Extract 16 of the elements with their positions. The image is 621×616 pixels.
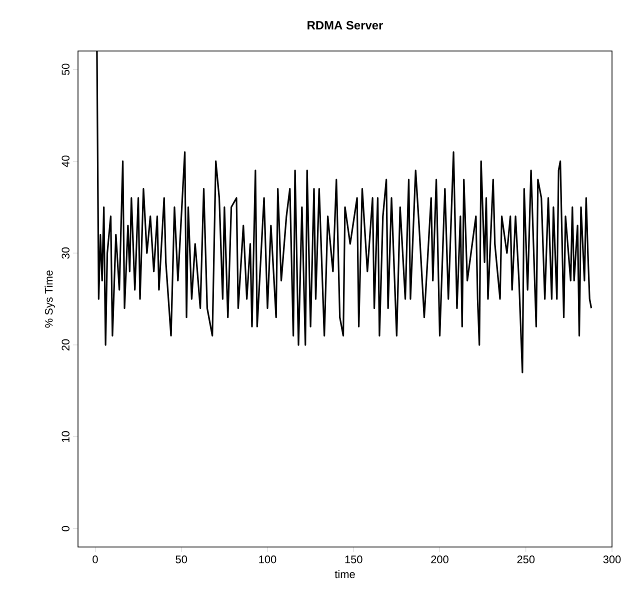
x-tick-label: 150 [345,556,362,564]
y-tick-label: 10 [62,431,70,442]
x-tick-label: 50 [176,556,188,564]
y-axis-title: % Sys Time [44,270,55,328]
x-axis-title: time [334,570,355,578]
x-tick-label: 0 [92,556,98,564]
x-tick-label: 100 [259,556,276,564]
y-tick-label: 40 [62,156,70,168]
chart-title: RDMA Server [308,21,383,30]
x-tick-label: 200 [431,556,448,564]
y-tick-label: 0 [62,526,70,532]
y-tick-label: 50 [62,64,70,76]
x-tick-label: 250 [517,556,535,564]
y-tick-label: 20 [62,339,70,350]
x-tick-label: 300 [603,556,621,564]
y-tick-label: 30 [62,247,70,259]
